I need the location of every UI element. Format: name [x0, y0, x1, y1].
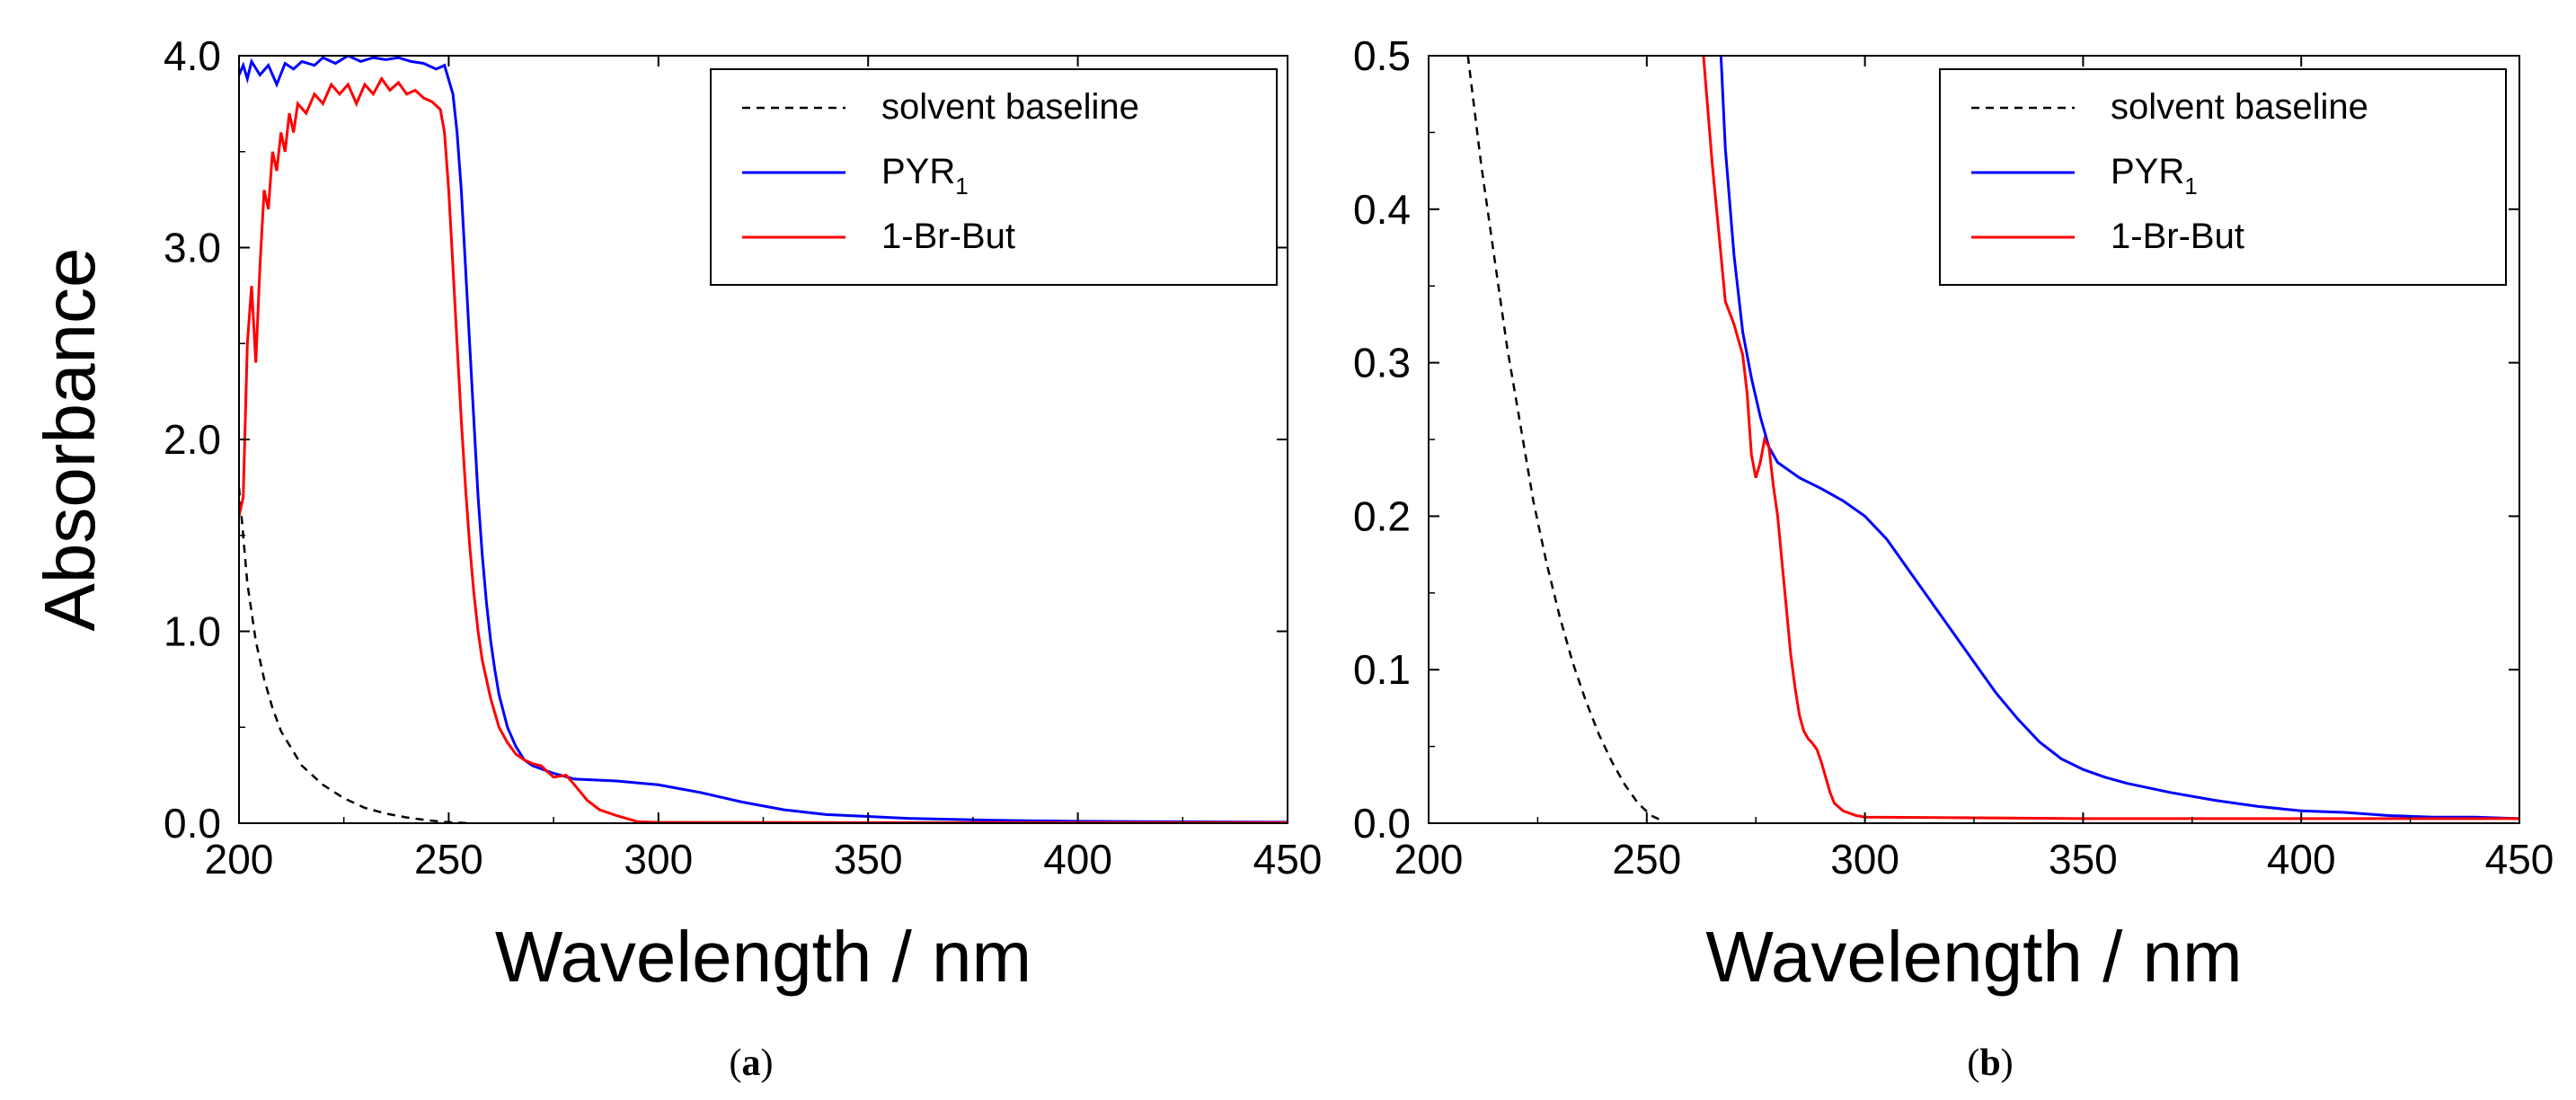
legend-label: 1-Br-But: [881, 217, 1015, 256]
series-line-1-br-but: [239, 75, 1288, 823]
legend-box: [1939, 68, 2507, 286]
legend-box: [710, 68, 1278, 286]
x-tick-label: 300: [624, 836, 693, 883]
y-tick-label: 0.1: [1353, 646, 1411, 693]
legend-label: PYR1: [881, 152, 969, 200]
y-tick-label: 0.2: [1353, 492, 1411, 539]
series-line-1-br-but: [1702, 56, 2519, 821]
x-tick-label: 400: [2267, 836, 2336, 883]
y-tick-label: 0.0: [164, 800, 221, 847]
caption-b: (b): [1967, 1042, 2013, 1084]
x-tick-label: 350: [2049, 836, 2118, 883]
x-tick-label: 250: [1612, 836, 1681, 883]
legend-label: solvent baseline: [2111, 87, 2368, 127]
y-axis-title: Absorbance: [30, 248, 110, 632]
series-line-pyr: [1719, 56, 2519, 821]
y-tick-label: 0.4: [1353, 186, 1411, 233]
legend-label: solvent baseline: [881, 87, 1139, 127]
series-line-solvent-baseline: [239, 487, 470, 823]
series-line-pyr: [239, 56, 1288, 823]
legend-label: 1-Br-But: [2111, 217, 2244, 256]
x-tick-label: 250: [414, 836, 483, 883]
x-tick-label: 450: [2485, 836, 2554, 883]
x-tick-label: 350: [834, 836, 903, 883]
x-tick-label: 200: [205, 836, 274, 883]
x-tick-label: 450: [1253, 836, 1323, 883]
series-line-solvent-baseline: [1466, 56, 1665, 823]
y-tick-label: 2.0: [164, 416, 221, 463]
y-tick-label: 0.3: [1353, 340, 1411, 386]
y-tick-label: 1.0: [164, 608, 221, 655]
y-tick-label: 4.0: [164, 32, 221, 79]
x-axis-title: Wavelength / nm: [1705, 917, 2242, 997]
x-tick-label: 400: [1043, 836, 1112, 883]
y-tick-label: 3.0: [164, 225, 221, 271]
chart-panel-a: 200 250 300 350 400 450 0.0 1.0 2.0 3.0 4.0 Wavelen…: [30, 32, 1322, 997]
legend-label: PYR1: [2111, 152, 2198, 200]
chart-panel-b: 200 250 300 350 400 450 0.0 0.1 0.2 0.3 0.4 0.5 Wave…: [1353, 32, 2554, 997]
x-tick-label: 300: [1830, 836, 1899, 883]
caption-a: (a): [730, 1042, 774, 1084]
x-tick-label: 200: [1394, 836, 1464, 883]
y-tick-label: 0.5: [1353, 32, 1411, 79]
y-tick-label: 0.0: [1353, 800, 1411, 847]
x-axis-title: Wavelength / nm: [495, 917, 1031, 997]
